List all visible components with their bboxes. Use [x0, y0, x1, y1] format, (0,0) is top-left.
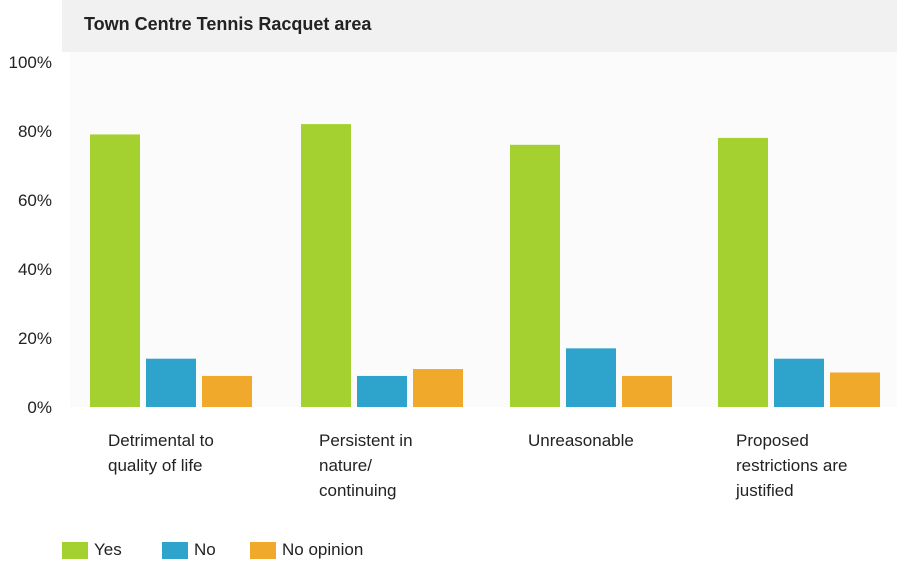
title-bar — [62, 0, 897, 52]
x-tick-label: Unreasonable — [528, 431, 634, 450]
x-tick-label: quality of life — [108, 456, 203, 475]
bar-no-opinion — [622, 375, 672, 407]
bar-yes — [718, 137, 768, 407]
bar-no-opinion — [202, 375, 252, 407]
chart-plot: 0% 20% 40% 60% 80% 100% Detrimental to quality … — [8, 52, 897, 500]
bar-no-opinion — [830, 372, 880, 407]
chart-title: Town Centre Tennis Racquet area — [84, 14, 372, 34]
bar-no — [357, 375, 407, 407]
legend-item-no-opinion: No opinion — [250, 540, 363, 560]
bar-yes — [510, 144, 560, 408]
legend-item-yes: Yes — [62, 540, 122, 560]
y-tick-label: 0% — [27, 398, 52, 417]
x-tick-label: continuing — [319, 481, 397, 500]
legend-swatch-no-opinion — [250, 541, 276, 559]
y-tick-label: 80% — [18, 122, 52, 141]
x-tick-label: Persistent in — [319, 431, 413, 450]
bar-no — [566, 348, 616, 407]
x-tick-label: Proposed — [736, 431, 809, 450]
y-tick-label: 60% — [18, 191, 52, 210]
bar-no-opinion — [413, 369, 463, 407]
x-tick-label: nature/ — [319, 456, 372, 475]
y-tick-label: 100% — [9, 53, 52, 72]
legend-swatch-no — [162, 541, 188, 559]
legend-label-no: No — [194, 540, 216, 559]
x-tick-label: restrictions are — [736, 456, 847, 475]
legend-label-yes: Yes — [94, 540, 122, 559]
legend-swatch-yes — [62, 541, 88, 559]
bar-no — [146, 358, 196, 407]
x-tick-label: justified — [735, 481, 794, 500]
bar-yes — [90, 134, 140, 407]
legend-item-no: No — [162, 540, 216, 560]
plot-area — [70, 52, 897, 407]
y-tick-label: 40% — [18, 260, 52, 279]
y-tick-label: 20% — [18, 329, 52, 348]
bar-no — [774, 358, 824, 407]
bar-yes — [301, 124, 351, 407]
legend-label-no-opinion: No opinion — [282, 540, 364, 559]
x-tick-label: Detrimental to — [108, 431, 214, 450]
